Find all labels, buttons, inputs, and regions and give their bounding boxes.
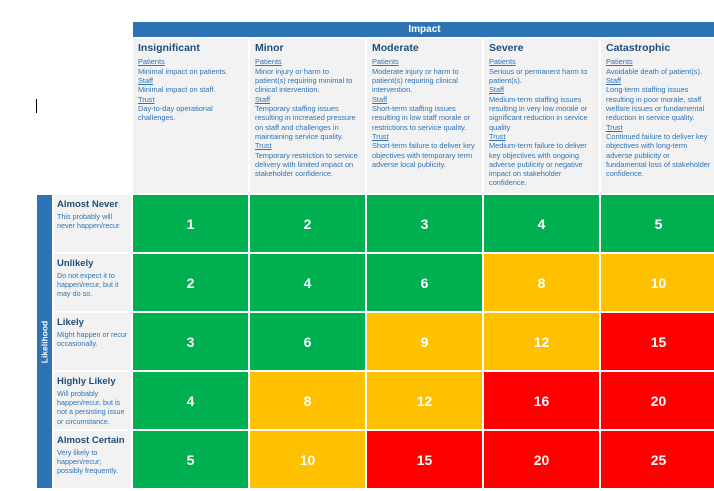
score-cell: 4 [250,254,365,311]
likelihood-description: Will probably happen/recur, but is not a… [57,389,125,426]
likelihood-level-name: Almost Certain [57,435,125,446]
score-cell: 15 [601,313,714,370]
score-cell: 5 [601,195,714,252]
patients-text: Moderate injury or harm to patient(s) re… [372,66,459,95]
score-cell: 3 [133,313,248,370]
likelihood-description: This probably will never happen/recur. [57,212,121,231]
score-cell: 20 [484,431,599,488]
likelihood-unlikely: Unlikely Do not expect it to happen/recu… [54,254,131,311]
likelihood-heading: Likelihood [37,195,52,488]
patients-text: Serious or permanent harm to patient(s). [489,66,588,85]
score-cell: 4 [133,372,248,429]
staff-label: Staff [489,85,505,95]
risk-matrix: Impact Insignificant Patients Minimal im… [37,22,714,488]
likelihood-description: Very likely to happen/recur; possibly fr… [57,448,118,476]
patients-text: Avoidable death of patient(s). [606,66,703,76]
patients-label: Patients [255,57,282,67]
impact-col-insignificant: Insignificant Patients Minimal impact on… [133,39,248,193]
score-cell: 4 [484,195,599,252]
staff-text: Minimal impact on staff. [138,85,216,95]
score-cell: 10 [601,254,714,311]
score-cell: 9 [367,313,482,370]
likelihood-level-name: Almost Never [57,199,119,210]
impact-level-name: Severe [489,42,524,54]
impact-col-minor: Minor Patients Minor injury or harm to p… [250,39,365,193]
impact-level-name: Moderate [372,42,419,54]
trust-text: Continued failure to deliver key objecti… [606,131,711,179]
trust-text: Medium-term failure to deliver key objec… [489,141,587,188]
score-cell: 25 [601,431,714,488]
score-cell: 8 [484,254,599,311]
staff-label: Staff [372,94,388,104]
score-cell: 2 [250,195,365,252]
trust-label: Trust [489,131,506,141]
score-cell: 12 [484,313,599,370]
impact-col-severe: Severe Patients Serious or permanent har… [484,39,599,193]
staff-text: Temporary staffing issues resulting in i… [255,103,356,141]
trust-label: Trust [138,94,155,104]
likelihood-description: Do not expect it to happen/recur, but it… [57,271,119,299]
score-cell: 1 [133,195,248,252]
score-cell: 5 [133,431,248,488]
likelihood-description: Might happen or recur occasionally. [57,330,128,349]
trust-label: Trust [606,122,623,132]
staff-text: Medium-term staffing issues resulting in… [489,94,588,132]
staff-label: Staff [255,94,271,104]
score-cell: 8 [250,372,365,429]
staff-text: Long-term staffing issues resulting in p… [606,85,705,123]
staff-text: Short-term staffing issues resulting in … [372,103,471,132]
text-cursor [36,99,37,113]
score-cell: 6 [367,254,482,311]
score-cell: 20 [601,372,714,429]
likelihood-likely: Likely Might happen or recur occasionall… [54,313,131,370]
impact-level-name: Catastrophic [606,42,671,54]
likelihood-almost-never: Almost Never This probably will never ha… [54,195,131,252]
score-cell: 3 [367,195,482,252]
trust-label: Trust [255,141,272,151]
likelihood-highly-likely: Highly Likely Will probably happen/recur… [54,372,131,429]
score-cell: 10 [250,431,365,488]
impact-level-name: Minor [255,42,284,54]
likelihood-almost-certain: Almost Certain Very likely to happen/rec… [54,431,131,488]
patients-text: Minimal impact on patients. [138,66,228,76]
trust-text: Short-term failure to deliver key object… [372,141,475,169]
score-cell: 15 [367,431,482,488]
trust-label: Trust [372,131,389,141]
impact-col-catastrophic: Catastrophic Patients Avoidable death of… [601,39,714,193]
likelihood-level-name: Unlikely [57,258,94,269]
likelihood-level-name: Likely [57,317,84,328]
matrix-corner [37,22,131,193]
impact-heading: Impact [133,22,714,37]
score-cell: 12 [367,372,482,429]
patients-label: Patients [489,57,516,67]
patients-label: Patients [372,57,399,67]
impact-level-name: Insignificant [138,42,200,54]
score-cell: 6 [250,313,365,370]
likelihood-heading-label: Likelihood [39,320,50,363]
score-cell: 2 [133,254,248,311]
trust-text: Temporary restriction to service deliver… [255,150,358,179]
score-cell: 16 [484,372,599,429]
staff-label: Staff [138,75,154,85]
impact-col-moderate: Moderate Patients Moderate injury or har… [367,39,482,193]
staff-label: Staff [606,75,622,85]
likelihood-level-name: Highly Likely [57,376,116,387]
patients-label: Patients [606,57,633,67]
patients-label: Patients [138,57,165,67]
trust-text: Day-to-day operational challenges. [138,103,213,123]
patients-text: Minor injury or harm to patient(s) requi… [255,66,353,95]
